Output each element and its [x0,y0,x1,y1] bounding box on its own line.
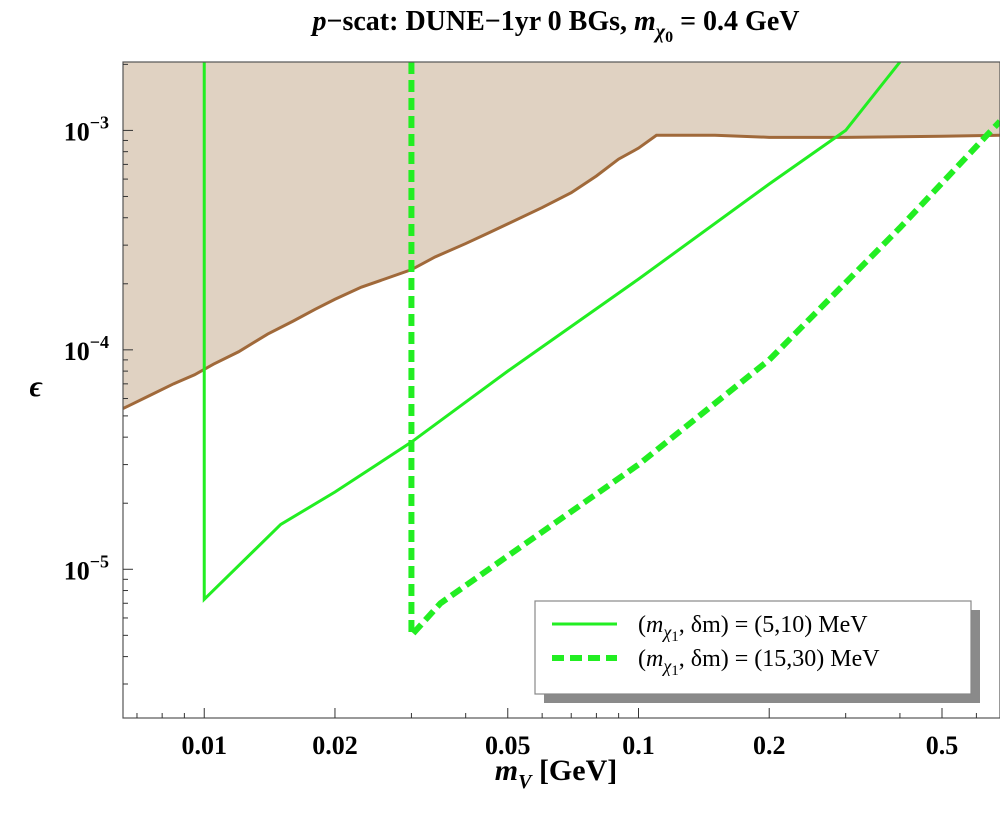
y-ticks: 10−5 10−4 10−3 [64,63,133,685]
legend-label-2: (mχ1, δm) = (15,30) MeV [638,646,880,679]
x-tick-label: 0.2 [753,731,786,760]
legend-label-1: (mχ1, δm) = (5,10) MeV [638,612,868,645]
title-p: p [311,6,327,37]
y-tick-label: 10−4 [64,332,109,366]
y-tick-label: 10−3 [64,112,109,146]
plot-frame [122,61,1000,719]
series-line-1 [202,62,902,603]
x-axis-label: mV [GeV] [495,754,617,793]
title-sub-zero: 0 [665,29,673,46]
excluded-region-layer [123,62,1000,410]
legend-2-sub-num: 1 [671,663,679,679]
y-axis-label: ϵ [30,370,43,403]
legend-1-rest: , δm) = (5,10) MeV [679,612,868,638]
series-layer [202,62,1000,644]
series-line-2 [408,62,1000,644]
legend-2-rest: , δm) = (15,30) MeV [679,646,880,672]
x-axis-label-sub: V [518,771,533,793]
x-ticks: 0.01 0.02 0.05 0.1 0.2 0.5 [136,708,977,760]
excluded-region-fill [123,62,1000,409]
x-tick-label: 0.01 [181,731,227,760]
legend-1-var: m [646,612,663,638]
x-axis-label-var: m [495,754,518,787]
x-tick-label: 0.1 [622,731,655,760]
title-sub-chi: χ [653,21,666,43]
y-tick-label: 10−5 [64,551,109,585]
excluded-region-boundary [123,133,1000,410]
x-tick-label: 0.5 [926,731,959,760]
chart-title: p−scat: DUNE−1yr 0 BGs, mχ0 = 0.4 GeV [311,6,800,46]
title-value: = 0.4 GeV [673,6,799,37]
legend: (mχ1, δm) = (5,10) MeV (mχ1, δm) = (15,3… [534,600,980,703]
legend-box [534,600,972,695]
x-axis-label-unit: [GeV] [531,754,617,787]
legend-2-var: m [646,646,663,672]
title-m: m [634,6,656,37]
x-tick-label: 0.02 [312,731,358,760]
title-rest: −scat: DUNE−1yr 0 BGs, [327,6,635,37]
legend-1-sub-num: 1 [671,629,679,645]
legend-1-sub-chi: χ [661,622,672,642]
legend-2-sub-chi: χ [661,656,672,676]
x-tick-label: 0.05 [485,731,531,760]
